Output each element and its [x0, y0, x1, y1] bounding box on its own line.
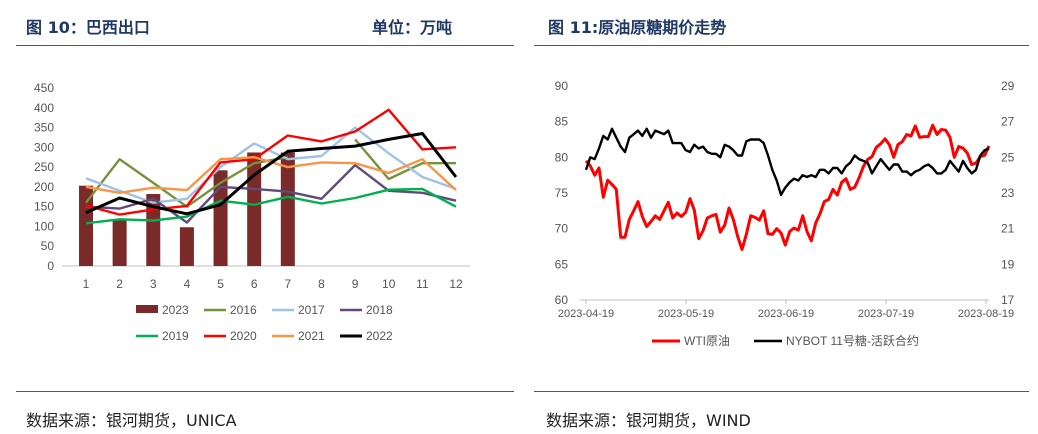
- right-y-tick-label: 21: [1001, 222, 1015, 236]
- bar-2023-month-4: [179, 227, 194, 266]
- y-tick-label: 50: [41, 239, 55, 253]
- right-chart-title: 图 11:原油原糖期价走势: [548, 18, 727, 37]
- x-tick-label: 8: [318, 277, 325, 291]
- y-tick-label: 100: [34, 219, 54, 233]
- line-series-2016: [85, 138, 456, 208]
- line-series-2019: [85, 187, 457, 225]
- x-tick-label: 4: [184, 277, 191, 291]
- right-y-tick-label: 29: [1001, 79, 1015, 93]
- legend-swatch-2023: [136, 305, 158, 313]
- left-y-tick-label: 65: [555, 257, 569, 271]
- bar-2023-month-6: [247, 152, 262, 266]
- line-series-2022: [85, 132, 458, 216]
- line-series-2018: [85, 163, 457, 224]
- right-y-tick-label: 27: [1001, 115, 1015, 129]
- legend-label-2022: 2022: [366, 329, 393, 343]
- left-y-tick-label: 60: [555, 293, 569, 307]
- y-tick-label: 300: [34, 140, 54, 154]
- legend-label-2016: 2016: [230, 303, 257, 317]
- x-tick-label: 9: [352, 277, 359, 291]
- left-chart-title: 图 10：巴西出口: [26, 18, 150, 37]
- bar-2023-month-7: [280, 152, 295, 266]
- legend-label-2023: 2023: [162, 303, 189, 317]
- legend-label-2018: 2018: [366, 303, 393, 317]
- line-series-2020: [85, 108, 457, 216]
- left-y-tick-label: 85: [555, 115, 569, 129]
- left-y-tick-label: 80: [555, 150, 569, 164]
- x-tick-label: 2023-04-19: [558, 308, 614, 320]
- legend-label-2019: 2019: [162, 329, 189, 343]
- legend-label-2020: 2020: [230, 329, 257, 343]
- y-tick-label: 450: [34, 81, 54, 95]
- left-y-tick-label: 90: [555, 79, 569, 93]
- bar-2023-month-5: [213, 170, 228, 266]
- x-tick-label: 1: [83, 277, 90, 291]
- x-tick-label: 5: [217, 277, 224, 291]
- left-source-note: 数据来源：银河期货，UNICA: [26, 411, 237, 430]
- y-tick-label: 0: [47, 259, 54, 273]
- x-tick-label: 3: [150, 277, 157, 291]
- left-y-tick-label: 70: [555, 222, 569, 236]
- legend-label-2017: 2017: [298, 303, 325, 317]
- x-tick-label: 2023-06-19: [758, 308, 814, 320]
- x-tick-label: 12: [449, 277, 463, 291]
- line-series-sugar-no11: [584, 127, 990, 196]
- right-y-tick-label: 25: [1001, 150, 1015, 164]
- x-tick-label: 2: [116, 277, 123, 291]
- legend-label-2021: 2021: [298, 329, 325, 343]
- x-tick-label: 6: [251, 277, 258, 291]
- y-tick-label: 350: [34, 121, 54, 135]
- right-top-rule: [534, 45, 1029, 46]
- right-y-tick-label: 19: [1001, 257, 1015, 271]
- y-tick-label: 250: [34, 160, 54, 174]
- legend-label-sugar-no11: NYBOT 11号糖-活跃合约: [786, 333, 919, 348]
- legend-label-wti-oil: WTI原油: [684, 334, 730, 348]
- left-y-tick-label: 75: [555, 186, 569, 200]
- bar-2023-month-2: [112, 220, 127, 266]
- right-y-tick-label: 17: [1001, 293, 1015, 307]
- left-top-rule: [16, 45, 514, 46]
- left-bottom-rule: [16, 391, 514, 392]
- oil-sugar-price-chart: 60 65 70 75 80 85 90 17 19 21 23 25 27 29 2023-04-19 20…: [555, 79, 1015, 348]
- x-tick-label: 2023-08-19: [958, 308, 1014, 320]
- right-y-tick-label: 23: [1001, 186, 1015, 200]
- x-tick-label: 2023-07-19: [858, 308, 914, 320]
- right-source-note: 数据来源：银河期货，WIND: [546, 411, 751, 430]
- x-tick-label: 7: [284, 277, 291, 291]
- y-tick-label: 200: [34, 180, 54, 194]
- bar-2023-month-3: [146, 194, 161, 266]
- y-tick-label: 400: [34, 101, 54, 115]
- right-bottom-rule: [534, 391, 1029, 392]
- left-chart-unit: 单位：万吨: [372, 18, 453, 37]
- y-tick-label: 150: [34, 200, 54, 214]
- x-tick-label: 10: [382, 277, 396, 291]
- x-tick-label: 2023-05-19: [658, 308, 714, 320]
- line-series-wti-oil: [584, 123, 991, 251]
- x-tick-label: 11: [416, 277, 429, 291]
